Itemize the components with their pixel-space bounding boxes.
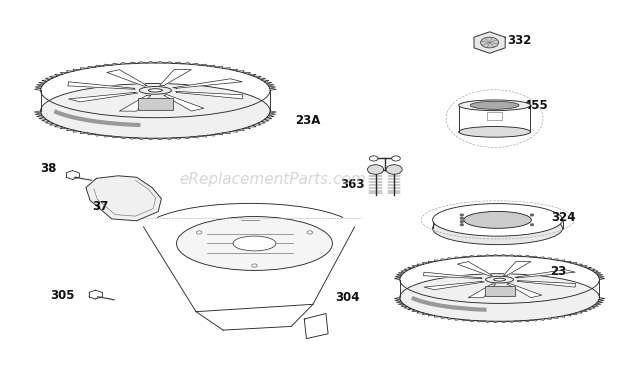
Text: 37: 37 (92, 201, 108, 213)
Text: 305: 305 (51, 289, 75, 302)
Circle shape (531, 224, 533, 226)
Circle shape (392, 156, 401, 161)
Text: 23A: 23A (295, 114, 321, 127)
Polygon shape (68, 82, 135, 89)
Ellipse shape (464, 211, 531, 228)
Circle shape (386, 165, 402, 174)
Polygon shape (423, 272, 482, 279)
Text: 455: 455 (523, 99, 548, 112)
Text: 304: 304 (335, 291, 360, 304)
Circle shape (197, 231, 202, 234)
Polygon shape (424, 282, 484, 290)
Bar (487, 112, 502, 120)
Polygon shape (507, 283, 542, 297)
Polygon shape (107, 70, 146, 86)
Circle shape (252, 264, 257, 267)
Polygon shape (458, 262, 492, 276)
Polygon shape (468, 284, 496, 298)
Polygon shape (474, 32, 505, 53)
Polygon shape (517, 280, 575, 287)
Ellipse shape (40, 84, 270, 138)
Circle shape (461, 214, 463, 216)
Circle shape (370, 156, 378, 161)
Text: eReplacementParts.com: eReplacementParts.com (180, 172, 366, 187)
Ellipse shape (433, 204, 562, 236)
Ellipse shape (459, 127, 531, 137)
Ellipse shape (494, 278, 505, 281)
Ellipse shape (148, 89, 162, 92)
Polygon shape (515, 270, 575, 278)
Polygon shape (503, 262, 531, 275)
Polygon shape (86, 176, 161, 221)
Polygon shape (173, 79, 242, 88)
Circle shape (368, 165, 384, 174)
Circle shape (461, 224, 463, 226)
Polygon shape (160, 70, 192, 85)
Text: 363: 363 (340, 178, 365, 192)
Text: 23: 23 (551, 265, 567, 278)
Bar (485, 286, 515, 296)
Ellipse shape (400, 274, 600, 321)
Ellipse shape (177, 216, 332, 270)
Text: 38: 38 (40, 162, 57, 175)
Circle shape (531, 214, 533, 216)
Polygon shape (164, 94, 204, 111)
Text: 324: 324 (551, 211, 576, 224)
Ellipse shape (433, 212, 562, 245)
Polygon shape (175, 91, 243, 99)
Polygon shape (68, 92, 138, 102)
Circle shape (461, 218, 463, 219)
Circle shape (480, 37, 498, 48)
Ellipse shape (470, 101, 519, 109)
Circle shape (461, 221, 463, 222)
Text: 332: 332 (508, 34, 532, 47)
Ellipse shape (233, 236, 276, 251)
Bar (138, 98, 172, 110)
Circle shape (307, 231, 312, 234)
Polygon shape (119, 95, 151, 111)
Ellipse shape (459, 100, 531, 111)
